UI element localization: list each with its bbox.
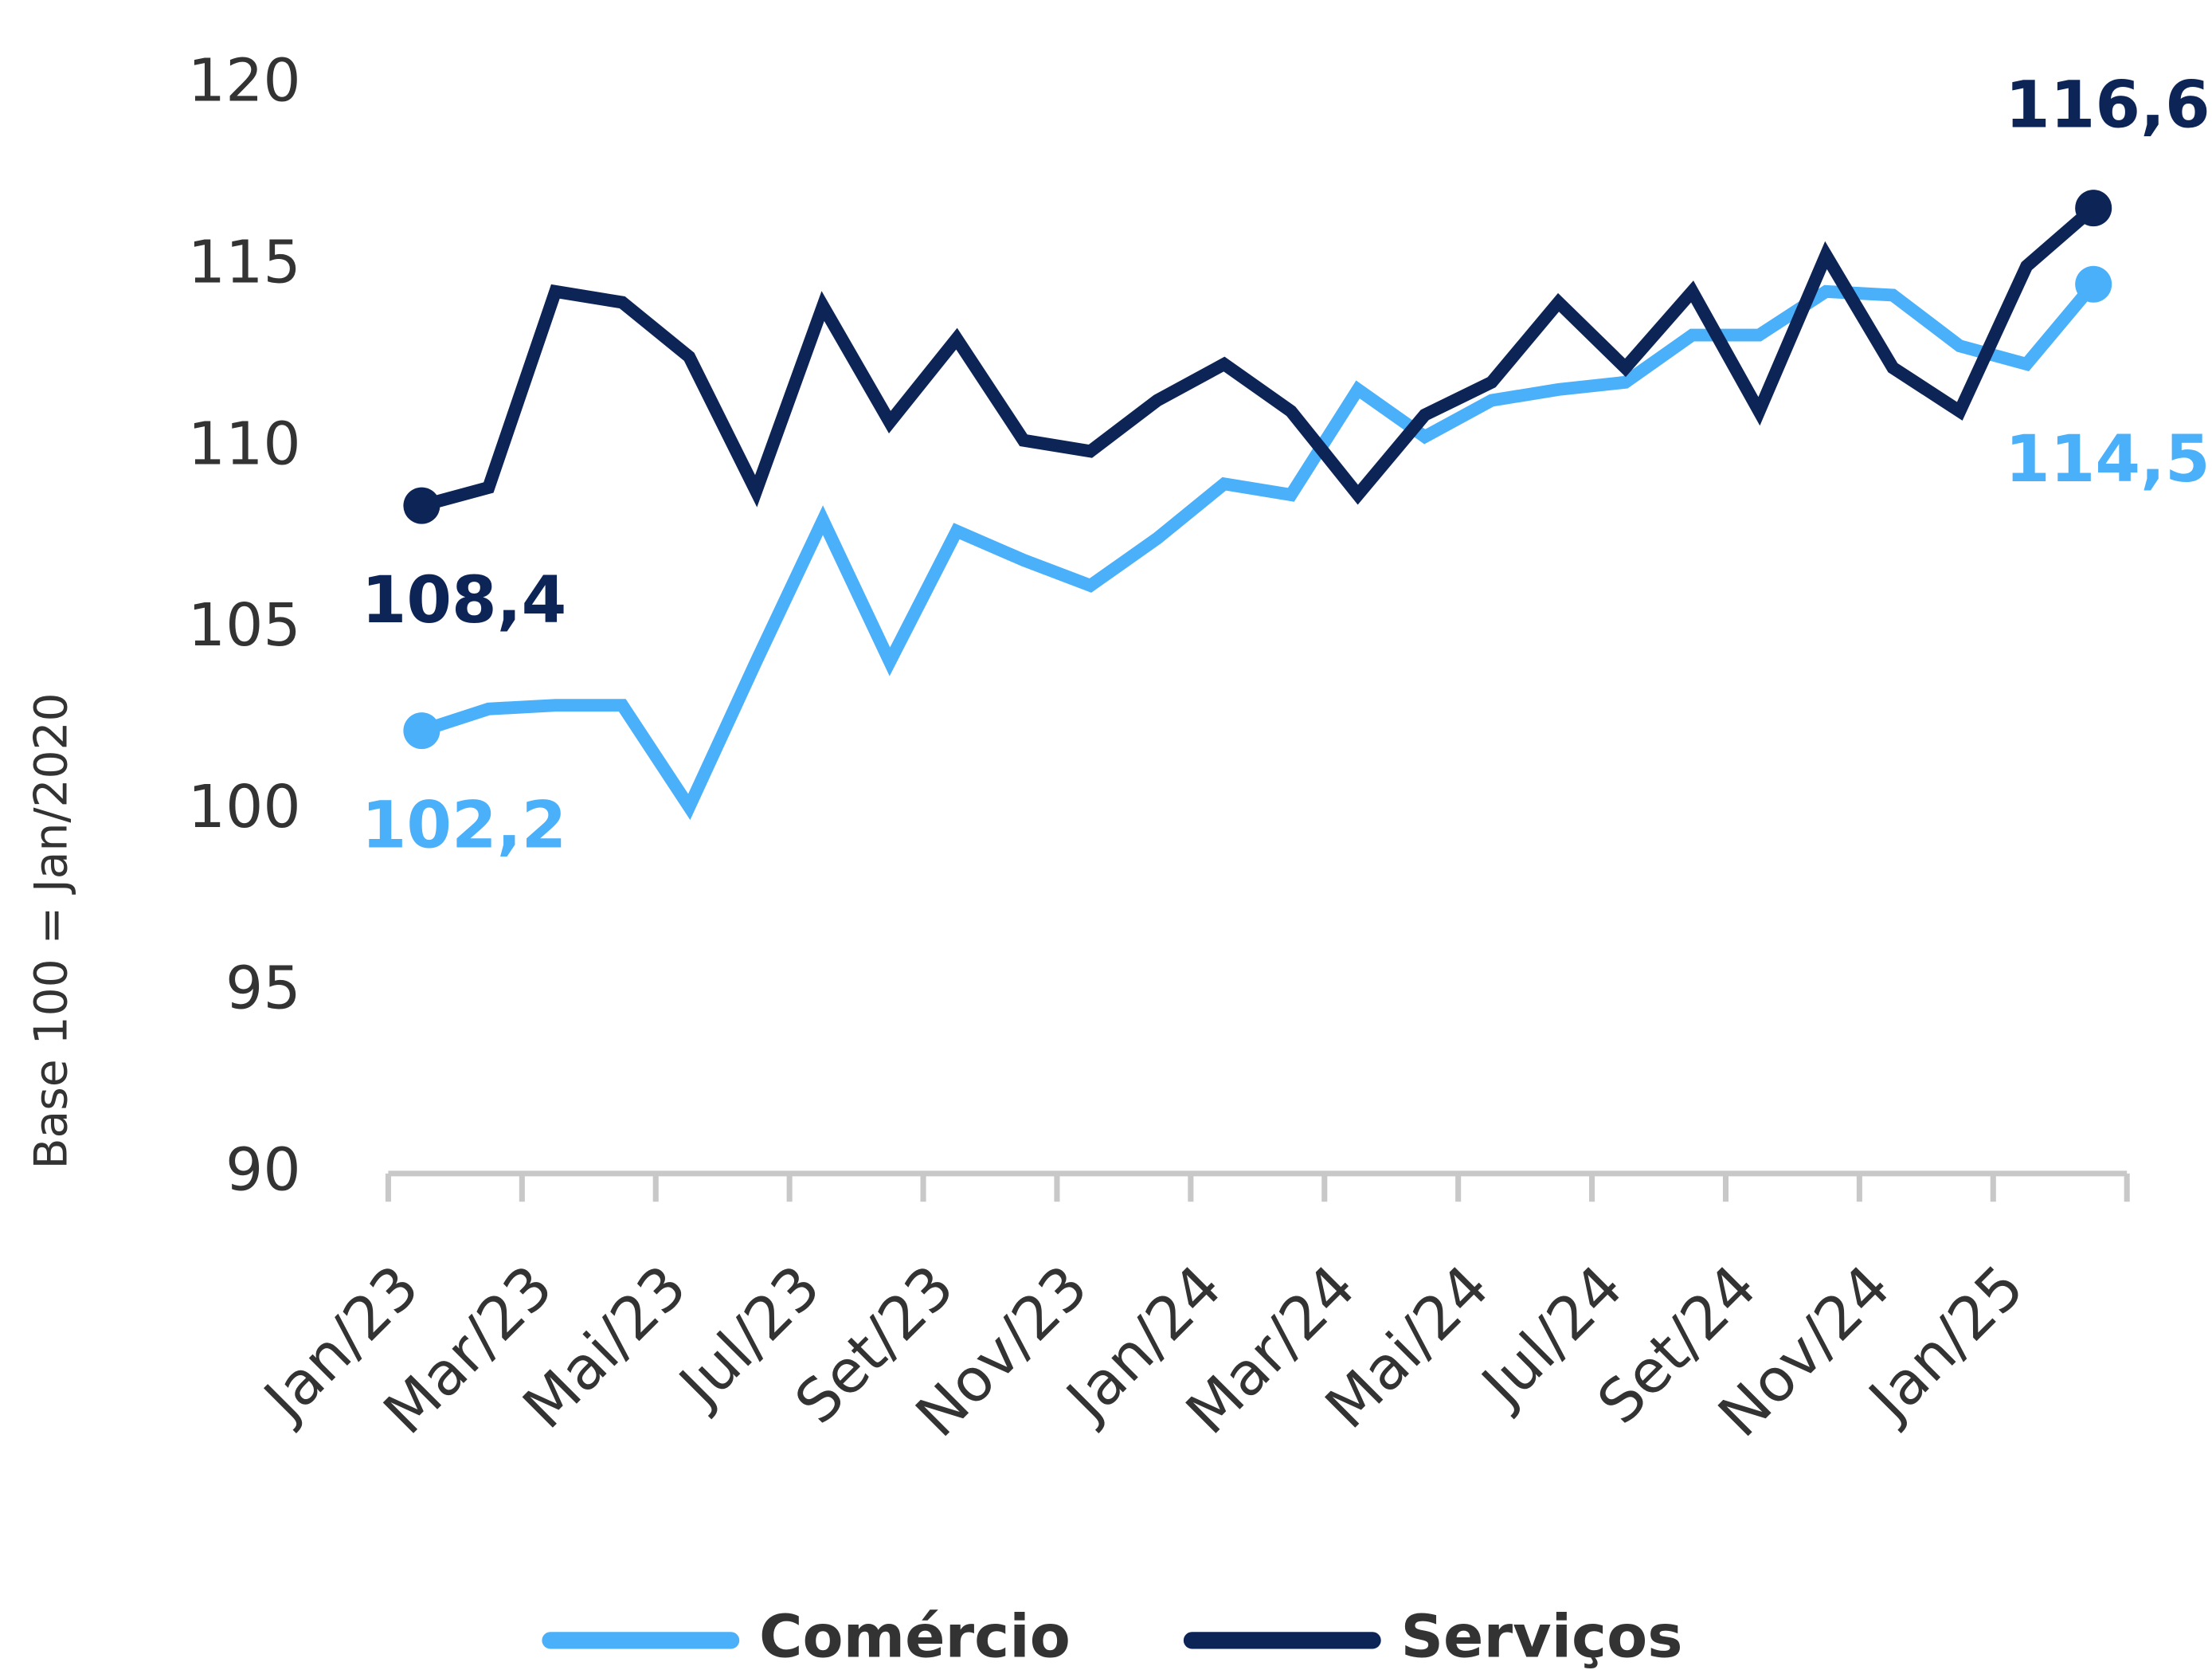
value-label: 102,2 <box>362 787 567 863</box>
value-label: 108,4 <box>362 563 567 638</box>
y-tick-label: 90 <box>225 1135 301 1204</box>
y-axis-label: Base 100 = Jan/2020 <box>25 692 77 1169</box>
value-label: 114,5 <box>2005 421 2210 497</box>
y-tick-label: 110 <box>188 409 301 478</box>
end-marker <box>2075 190 2112 227</box>
y-tick-label: 100 <box>188 772 301 841</box>
series-line <box>419 280 2099 821</box>
y-tick-label: 115 <box>188 227 301 296</box>
legend-label: Comércio <box>759 1601 1071 1670</box>
y-tick-label: 105 <box>188 590 301 660</box>
y-tick-label: 120 <box>188 46 301 116</box>
end-marker <box>403 487 440 524</box>
end-marker <box>403 712 440 750</box>
y-tick-label: 95 <box>225 954 301 1023</box>
end-marker <box>2075 265 2112 303</box>
series-line <box>420 203 2098 512</box>
value-label: 116,6 <box>2005 68 2210 143</box>
legend-label: Serviços <box>1400 1601 1682 1670</box>
